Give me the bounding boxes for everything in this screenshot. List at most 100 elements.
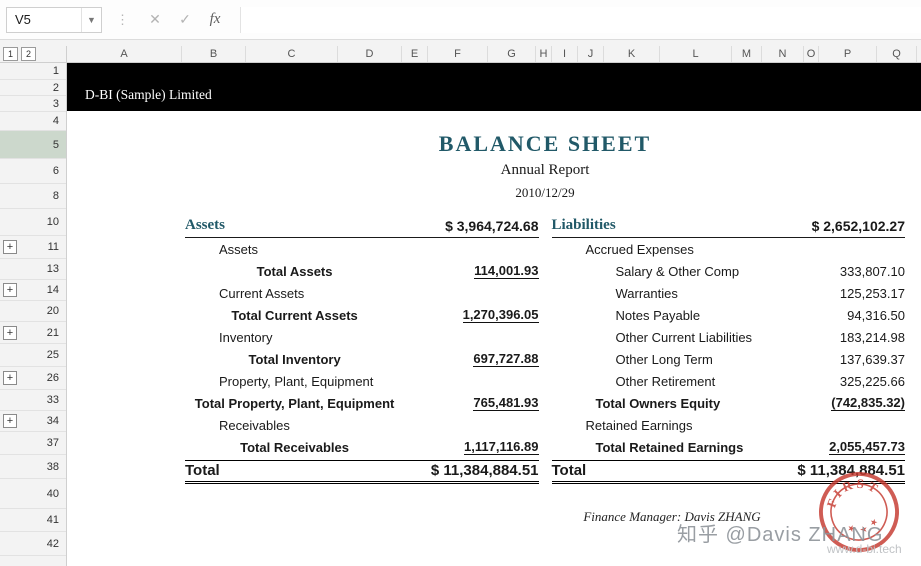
assets-label: Assets (219, 241, 259, 257)
website-text: www.d-bi.tech (827, 542, 902, 556)
liabilities-value: 325,225.66 (839, 373, 905, 389)
column-header-N[interactable]: N (762, 46, 804, 62)
column-header-A[interactable]: A (67, 46, 182, 62)
column-header-B[interactable]: B (182, 46, 246, 62)
liabilities-header-row[interactable]: Liabilities $ 2,652,102.27 (551, 213, 905, 238)
liabilities-label: Total Owners Equity (595, 395, 721, 411)
liabilities-value: 183,214.98 (839, 329, 905, 345)
liabilities-row-8[interactable]: Total Owners Equity (742,835.32) (552, 392, 905, 414)
column-header-E[interactable]: E (402, 46, 428, 62)
assets-label: Inventory (219, 329, 273, 345)
column-header-J[interactable]: J (578, 46, 604, 62)
assets-row-3[interactable]: Current Assets (185, 282, 539, 304)
row-header-13[interactable]: 13 (0, 259, 66, 280)
assets-row-2[interactable]: Total Assets 114,001.93 (185, 260, 539, 282)
liabilities-row-4[interactable]: Notes Payable 94,316.50 (552, 304, 906, 326)
row-header-4[interactable]: 4 (0, 112, 66, 131)
row-number: 4 (52, 115, 59, 127)
row-header-26[interactable]: +26 (0, 367, 66, 390)
outline-level-2-button[interactable]: 2 (21, 47, 36, 61)
row-header-38[interactable]: 38 (0, 455, 66, 479)
row-header-41[interactable]: 41 (0, 509, 66, 532)
row-number: 1 (52, 65, 59, 77)
row-header-21[interactable]: +21 (0, 322, 66, 344)
liabilities-section: Liabilities $ 2,652,102.27 Accrued Expen… (551, 213, 906, 484)
liabilities-value: 125,253.17 (839, 285, 905, 301)
column-header-K[interactable]: K (604, 46, 660, 62)
expand-group-button[interactable]: + (3, 283, 17, 297)
row-header-3[interactable]: 3 (0, 96, 66, 112)
row-number: 41 (46, 514, 59, 526)
column-header-G[interactable]: G (488, 46, 536, 62)
row-header-8[interactable]: 8 (0, 184, 66, 209)
row-number: 3 (52, 97, 59, 110)
assets-row-9[interactable]: Receivables (185, 414, 539, 436)
assets-row-4[interactable]: Total Current Assets 1,270,396.05 (185, 304, 539, 326)
assets-label: Current Assets (219, 285, 305, 301)
liabilities-row-3[interactable]: Warranties 125,253.17 (552, 282, 906, 304)
assets-label: Total Inventory (248, 351, 341, 367)
row-header-14[interactable]: +14 (0, 280, 66, 301)
insert-function-button[interactable]: fx (209, 11, 221, 27)
row-header-37[interactable]: 37 (0, 432, 66, 455)
assets-row-6[interactable]: Total Inventory 697,727.88 (185, 348, 539, 370)
row-header-2[interactable]: 2 (0, 80, 66, 96)
outline-corner: 1 2 (0, 46, 67, 62)
outline-level-1-button[interactable]: 1 (3, 47, 18, 61)
column-header-F[interactable]: F (428, 46, 488, 62)
row-header-6[interactable]: 6 (0, 159, 66, 184)
assets-row-7[interactable]: Property, Plant, Equipment (185, 370, 539, 392)
row-number: 11 (47, 241, 59, 253)
row-header-25[interactable]: 25 (0, 344, 66, 367)
liabilities-label: Other Current Liabilities (615, 329, 753, 345)
row-header-42[interactable]: 42 (0, 532, 66, 556)
expand-group-button[interactable]: + (3, 240, 17, 254)
column-header-D[interactable]: D (338, 46, 402, 62)
assets-row-1[interactable]: Assets (185, 238, 539, 260)
toolbar-gap (0, 40, 921, 46)
liabilities-row-1[interactable]: Accrued Expenses (552, 238, 906, 260)
liabilities-row-2[interactable]: Salary & Other Comp 333,807.10 (552, 260, 906, 282)
assets-title: Assets (185, 217, 225, 233)
assets-value: 114,001.93 (474, 263, 539, 279)
row-header-20[interactable]: 20 (0, 301, 66, 322)
column-header-C[interactable]: C (246, 46, 338, 62)
column-header-M[interactable]: M (732, 46, 762, 62)
enter-button[interactable]: ✓ (179, 11, 191, 27)
liabilities-row-10[interactable]: Total Retained Earnings 2,055,457.73 (552, 436, 905, 458)
sheet-area[interactable]: D-BI (Sample) Limited BALANCE SHEET Annu… (67, 63, 921, 566)
assets-row-5[interactable]: Inventory (185, 326, 539, 348)
expand-group-button[interactable]: + (3, 371, 17, 385)
expand-group-button[interactable]: + (3, 414, 17, 428)
name-box-dropdown-icon[interactable]: ▼ (81, 7, 101, 32)
column-header-I[interactable]: I (552, 46, 578, 62)
row-header-33[interactable]: 33 (0, 390, 66, 411)
assets-grand-total-row[interactable]: Total $ 11,384,884.51 (185, 460, 539, 484)
row-header-11[interactable]: +11 (0, 236, 66, 259)
column-header-H[interactable]: H (536, 46, 552, 62)
cancel-button[interactable]: ✕ (149, 11, 161, 27)
liabilities-row-7[interactable]: Other Retirement 325,225.66 (552, 370, 906, 392)
assets-row-8[interactable]: Total Property, Plant, Equipment 765,481.… (185, 392, 539, 414)
row-header-40[interactable]: 40 (0, 479, 66, 509)
assets-row-10[interactable]: Total Receivables 1,117,116.89 (185, 436, 539, 458)
liabilities-grand-total-row[interactable]: Total $ 11,384,884.51 (551, 460, 905, 484)
name-box[interactable]: V5 ▼ (6, 6, 102, 33)
row-header-34[interactable]: +34 (0, 411, 66, 432)
row-header-5[interactable]: 5 (0, 131, 66, 159)
expand-group-button[interactable]: + (3, 325, 17, 340)
column-header-O[interactable]: O (804, 46, 819, 62)
liabilities-row-6[interactable]: Other Long Term 137,639.37 (552, 348, 906, 370)
column-header-L[interactable]: L (660, 46, 732, 62)
row-header-10[interactable]: 10 (0, 209, 66, 236)
liabilities-row-5[interactable]: Other Current Liabilities 183,214.98 (552, 326, 906, 348)
column-header-P[interactable]: P (819, 46, 877, 62)
assets-value: 765,481.93 (473, 395, 539, 411)
row-header-1[interactable]: 1 (0, 63, 66, 80)
balance-sheet-table: Assets $ 3,964,724.68 Assets Total Assets… (185, 213, 905, 484)
assets-header-row[interactable]: Assets $ 3,964,724.68 (185, 213, 539, 238)
formula-input[interactable] (240, 6, 921, 33)
liabilities-row-9[interactable]: Retained Earnings (552, 414, 906, 436)
column-header-Q[interactable]: Q (877, 46, 917, 62)
